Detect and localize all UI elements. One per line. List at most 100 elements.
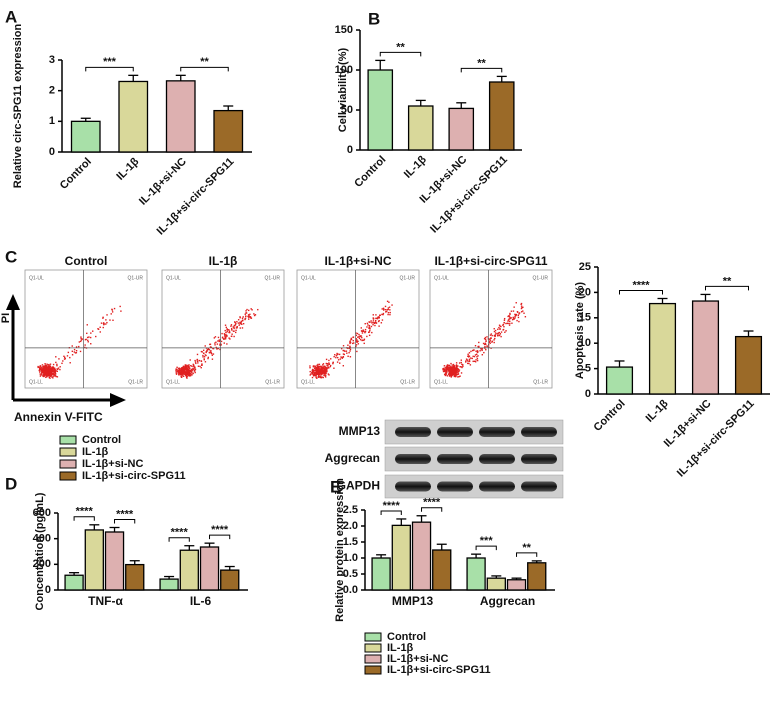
flow-dot bbox=[194, 370, 196, 372]
flow-dot bbox=[203, 359, 205, 361]
flow-dot bbox=[201, 364, 203, 366]
flow-dot bbox=[210, 346, 213, 349]
flow-dot bbox=[387, 308, 389, 311]
flow-dot bbox=[460, 361, 462, 364]
flow-dot bbox=[186, 369, 188, 371]
flow-dot bbox=[199, 365, 201, 368]
flow-dot bbox=[493, 339, 495, 341]
flow-dot bbox=[352, 339, 354, 342]
flow-dot bbox=[183, 373, 185, 375]
flow-dot bbox=[41, 368, 43, 370]
flow-dot bbox=[52, 371, 55, 373]
flow-dot bbox=[448, 374, 451, 377]
bar bbox=[486, 577, 506, 591]
significance-bracket bbox=[516, 552, 538, 557]
bar bbox=[125, 563, 145, 591]
panel-letter: D bbox=[5, 474, 17, 493]
y-axis-label: Relative protein expression bbox=[334, 478, 346, 622]
flow-dot bbox=[326, 370, 328, 373]
flow-dot bbox=[48, 376, 51, 379]
x-tick-label: TNF-α bbox=[88, 594, 123, 608]
significance-label: ** bbox=[200, 56, 209, 68]
flow-dot bbox=[52, 377, 54, 379]
y-tick-label: 150 bbox=[335, 24, 353, 36]
quadrant-label: Q1-UR bbox=[127, 275, 143, 281]
y-tick-label: 2.5 bbox=[343, 504, 358, 516]
flow-dot bbox=[474, 361, 477, 363]
flow-dot bbox=[188, 366, 190, 368]
flow-dot bbox=[177, 371, 180, 374]
flow-dot bbox=[477, 355, 479, 357]
flow-dot bbox=[458, 375, 460, 378]
flow-dot bbox=[178, 369, 180, 372]
flow-dot bbox=[372, 324, 374, 326]
flow-dot bbox=[179, 369, 182, 372]
y-tick-label: 10 bbox=[579, 337, 591, 349]
flow-dot bbox=[210, 350, 212, 352]
flow-dot bbox=[507, 320, 509, 322]
flow-dot bbox=[513, 317, 515, 320]
flow-dot bbox=[357, 340, 359, 343]
flow-dot bbox=[46, 369, 48, 372]
flow-dot bbox=[500, 331, 503, 333]
flow-dot bbox=[355, 344, 358, 346]
flow-dot bbox=[249, 316, 252, 318]
flow-dot bbox=[499, 328, 501, 330]
flow-dot bbox=[87, 341, 89, 343]
flow-dot bbox=[210, 351, 212, 353]
flow-dot bbox=[508, 324, 511, 326]
flow-dot bbox=[233, 324, 236, 327]
x-tick-label: Control bbox=[592, 398, 628, 434]
flow-dot bbox=[384, 305, 387, 308]
flow-dot bbox=[203, 358, 205, 360]
flow-dot bbox=[383, 308, 385, 310]
flow-dot bbox=[448, 369, 450, 371]
flow-dot bbox=[226, 335, 228, 337]
flow-dot bbox=[197, 362, 199, 364]
flow-dot bbox=[186, 374, 188, 377]
flow-dot bbox=[323, 371, 325, 374]
flow-dot bbox=[187, 369, 189, 371]
flow-dot bbox=[387, 307, 390, 309]
flow-dot bbox=[498, 331, 501, 334]
flow-dot bbox=[381, 319, 384, 321]
y-tick-label: 15 bbox=[579, 312, 591, 324]
flow-dot bbox=[366, 335, 368, 338]
flow-dot bbox=[44, 363, 46, 365]
flow-dot bbox=[369, 321, 371, 323]
flow-dot bbox=[47, 364, 49, 366]
flow-dot bbox=[505, 330, 507, 332]
flow-dot bbox=[516, 310, 519, 313]
flow-dot bbox=[42, 367, 44, 369]
y-axis-label: Cell viability (%) bbox=[337, 47, 349, 132]
flow-dot bbox=[361, 330, 363, 332]
flow-dot bbox=[452, 366, 454, 368]
flow-dot bbox=[54, 374, 57, 376]
flow-dot bbox=[221, 332, 223, 335]
flow-dot bbox=[334, 354, 336, 356]
flow-dot bbox=[192, 368, 195, 370]
flow-dot bbox=[476, 359, 479, 362]
flow-dot bbox=[49, 367, 51, 370]
blot-band bbox=[437, 454, 473, 464]
flow-dot bbox=[474, 354, 477, 356]
flow-dot bbox=[443, 368, 445, 371]
legend-label: IL-1β+si-circ-SPG11 bbox=[387, 664, 491, 676]
flow-dot bbox=[219, 348, 221, 351]
flow-dot bbox=[468, 362, 470, 365]
flow-dot bbox=[235, 329, 237, 332]
flow-dot bbox=[49, 377, 51, 379]
flow-dot bbox=[374, 324, 376, 327]
flow-dot bbox=[57, 367, 60, 369]
flow-dot bbox=[42, 370, 45, 372]
flow-dot bbox=[348, 351, 350, 354]
flow-dot bbox=[502, 323, 505, 326]
significance-label: ** bbox=[396, 41, 405, 53]
flow-dot bbox=[455, 365, 457, 367]
flow-dot bbox=[236, 327, 238, 329]
flow-dot bbox=[210, 352, 213, 355]
flow-dot bbox=[317, 365, 319, 368]
flow-dot bbox=[443, 370, 446, 372]
flow-dot bbox=[181, 373, 183, 375]
flow-dot bbox=[99, 331, 101, 333]
